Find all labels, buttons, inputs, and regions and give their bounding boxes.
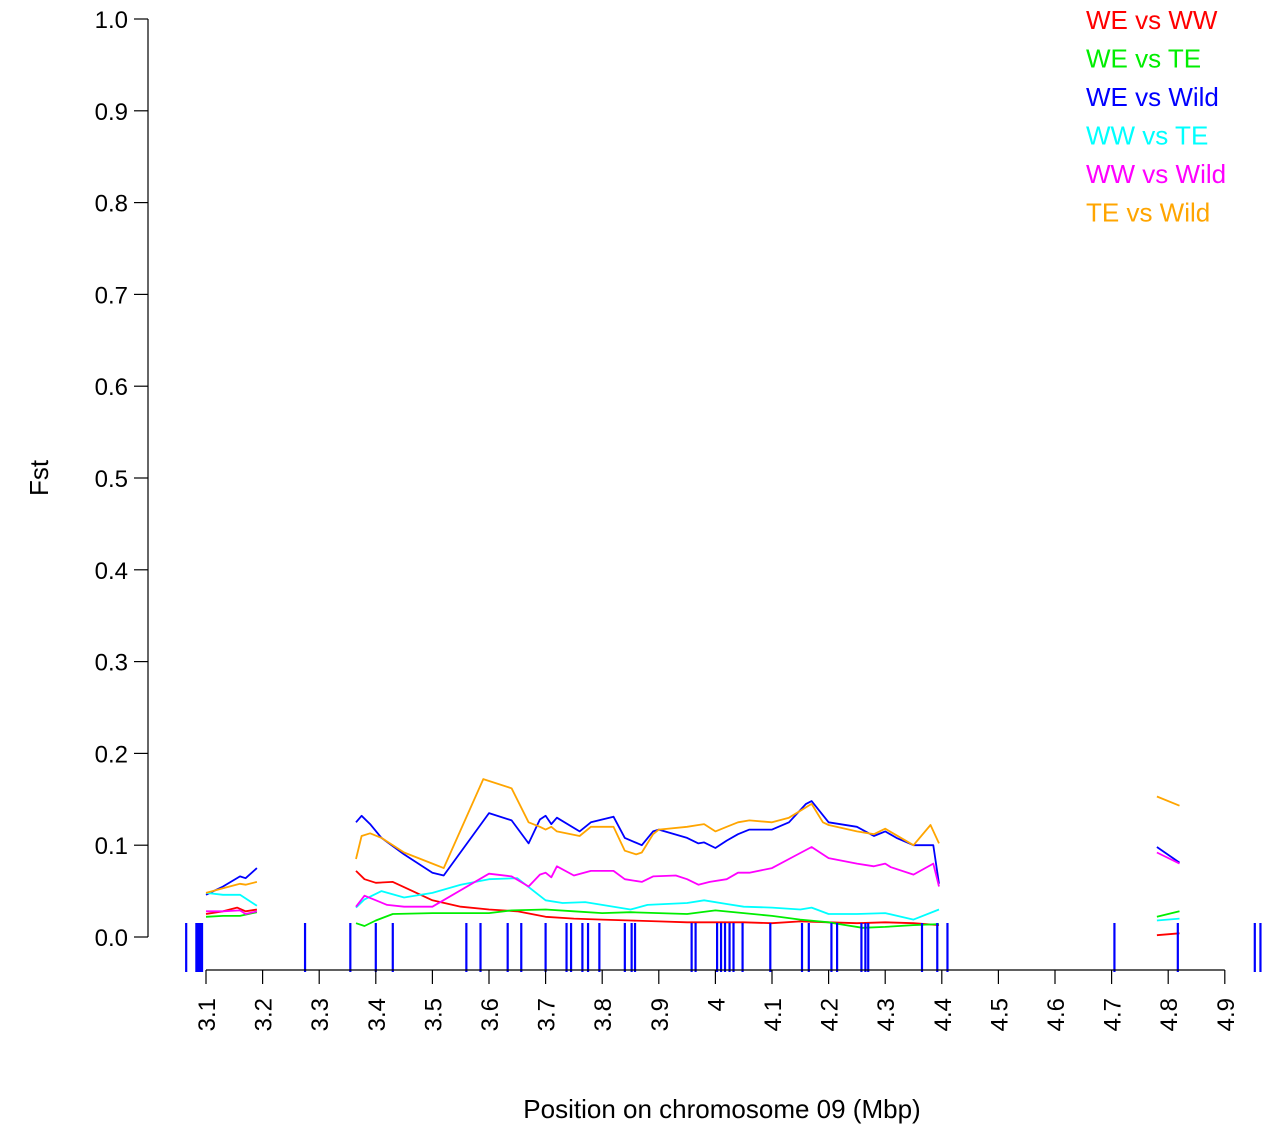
y-axis: 0.0 0.1 0.2 0.3 0.4 0.5 0.6 0.7 0.8 0.9 1.0 bbox=[95, 7, 149, 952]
legend-entry: WE vs WW bbox=[1086, 5, 1218, 35]
y-tick-label: 0.7 bbox=[95, 282, 128, 309]
legend-entry: WW vs TE bbox=[1086, 121, 1208, 151]
y-tick-label: 0.3 bbox=[95, 650, 128, 677]
x-tick-label: 4.1 bbox=[760, 998, 787, 1031]
x-tick-label: 3.7 bbox=[534, 998, 561, 1031]
series-line-3-segment-3 bbox=[1156, 846, 1181, 864]
legend: WE vs WW WE vs TE WE vs Wild WW vs TE WW vs … bbox=[1086, 5, 1226, 228]
series-line-3-segment-2 bbox=[355, 800, 940, 884]
series-line-2-segment-3 bbox=[1156, 910, 1180, 918]
series-line-4-segment-3 bbox=[1156, 917, 1180, 922]
x-tick-label: 4.5 bbox=[986, 998, 1013, 1031]
x-tick-label: 4.7 bbox=[1100, 998, 1127, 1031]
x-tick-label: 4.6 bbox=[1043, 998, 1070, 1031]
series-line-6-segment-1 bbox=[205, 881, 258, 894]
series-line-5-segment-2 bbox=[355, 846, 940, 908]
series-line-5-segment-1 bbox=[206, 909, 258, 915]
x-tick-label: 3.5 bbox=[420, 998, 447, 1031]
x-tick-label: 4 bbox=[703, 998, 730, 1011]
y-tick-label: 0.1 bbox=[95, 833, 128, 860]
legend-entry: WE vs Wild bbox=[1086, 82, 1219, 112]
y-axis-title: Fst bbox=[24, 459, 54, 496]
series-line-1-segment-3 bbox=[1156, 932, 1180, 937]
x-axis: 3.1 3.2 3.3 3.4 3.5 3.6 3.7 3.8 3.9 4 4.1 4.2 4.3 4.4… bbox=[194, 969, 1240, 1031]
y-tick-label: 0.4 bbox=[95, 558, 128, 585]
x-tick-label: 3.6 bbox=[477, 998, 504, 1031]
series-line-4-segment-1 bbox=[205, 892, 258, 907]
x-tick-label: 4.3 bbox=[873, 998, 900, 1031]
series-line-5-segment-3 bbox=[1156, 851, 1180, 865]
series-line-2-segment-2 bbox=[355, 908, 940, 929]
x-tick-label: 4.4 bbox=[930, 998, 957, 1031]
legend-entry: TE vs Wild bbox=[1086, 198, 1210, 228]
x-tick-label: 3.2 bbox=[251, 998, 278, 1031]
x-tick-label: 4.8 bbox=[1156, 998, 1183, 1031]
y-tick-label: 0.5 bbox=[95, 466, 128, 493]
x-tick-label: 3.1 bbox=[194, 998, 221, 1031]
y-tick-label: 1.0 bbox=[95, 7, 128, 34]
y-tick-label: 0.9 bbox=[95, 99, 128, 126]
x-tick-label: 4.9 bbox=[1213, 998, 1240, 1031]
series-line-4-segment-2 bbox=[355, 877, 940, 921]
y-tick-label: 0.2 bbox=[95, 741, 128, 768]
y-tick-label: 0.0 bbox=[95, 925, 128, 952]
y-tick-label: 0.6 bbox=[95, 374, 128, 401]
x-tick-label: 3.8 bbox=[590, 998, 617, 1031]
x-tick-label: 3.4 bbox=[364, 998, 391, 1031]
y-tick-label: 0.8 bbox=[95, 191, 128, 218]
legend-entry: WE vs TE bbox=[1086, 44, 1201, 74]
x-tick-label: 4.2 bbox=[817, 998, 844, 1031]
legend-entry: WW vs Wild bbox=[1086, 159, 1226, 189]
x-axis-title: Position on chromosome 09 (Mbp) bbox=[523, 1094, 920, 1124]
series-line-6-segment-3 bbox=[1156, 795, 1180, 807]
x-tick-label: 3.3 bbox=[307, 998, 334, 1031]
plot-lines bbox=[205, 778, 1181, 937]
series-line-6-segment-2 bbox=[355, 778, 940, 869]
x-tick-label: 3.9 bbox=[647, 998, 674, 1031]
rug-marks bbox=[185, 923, 1262, 972]
